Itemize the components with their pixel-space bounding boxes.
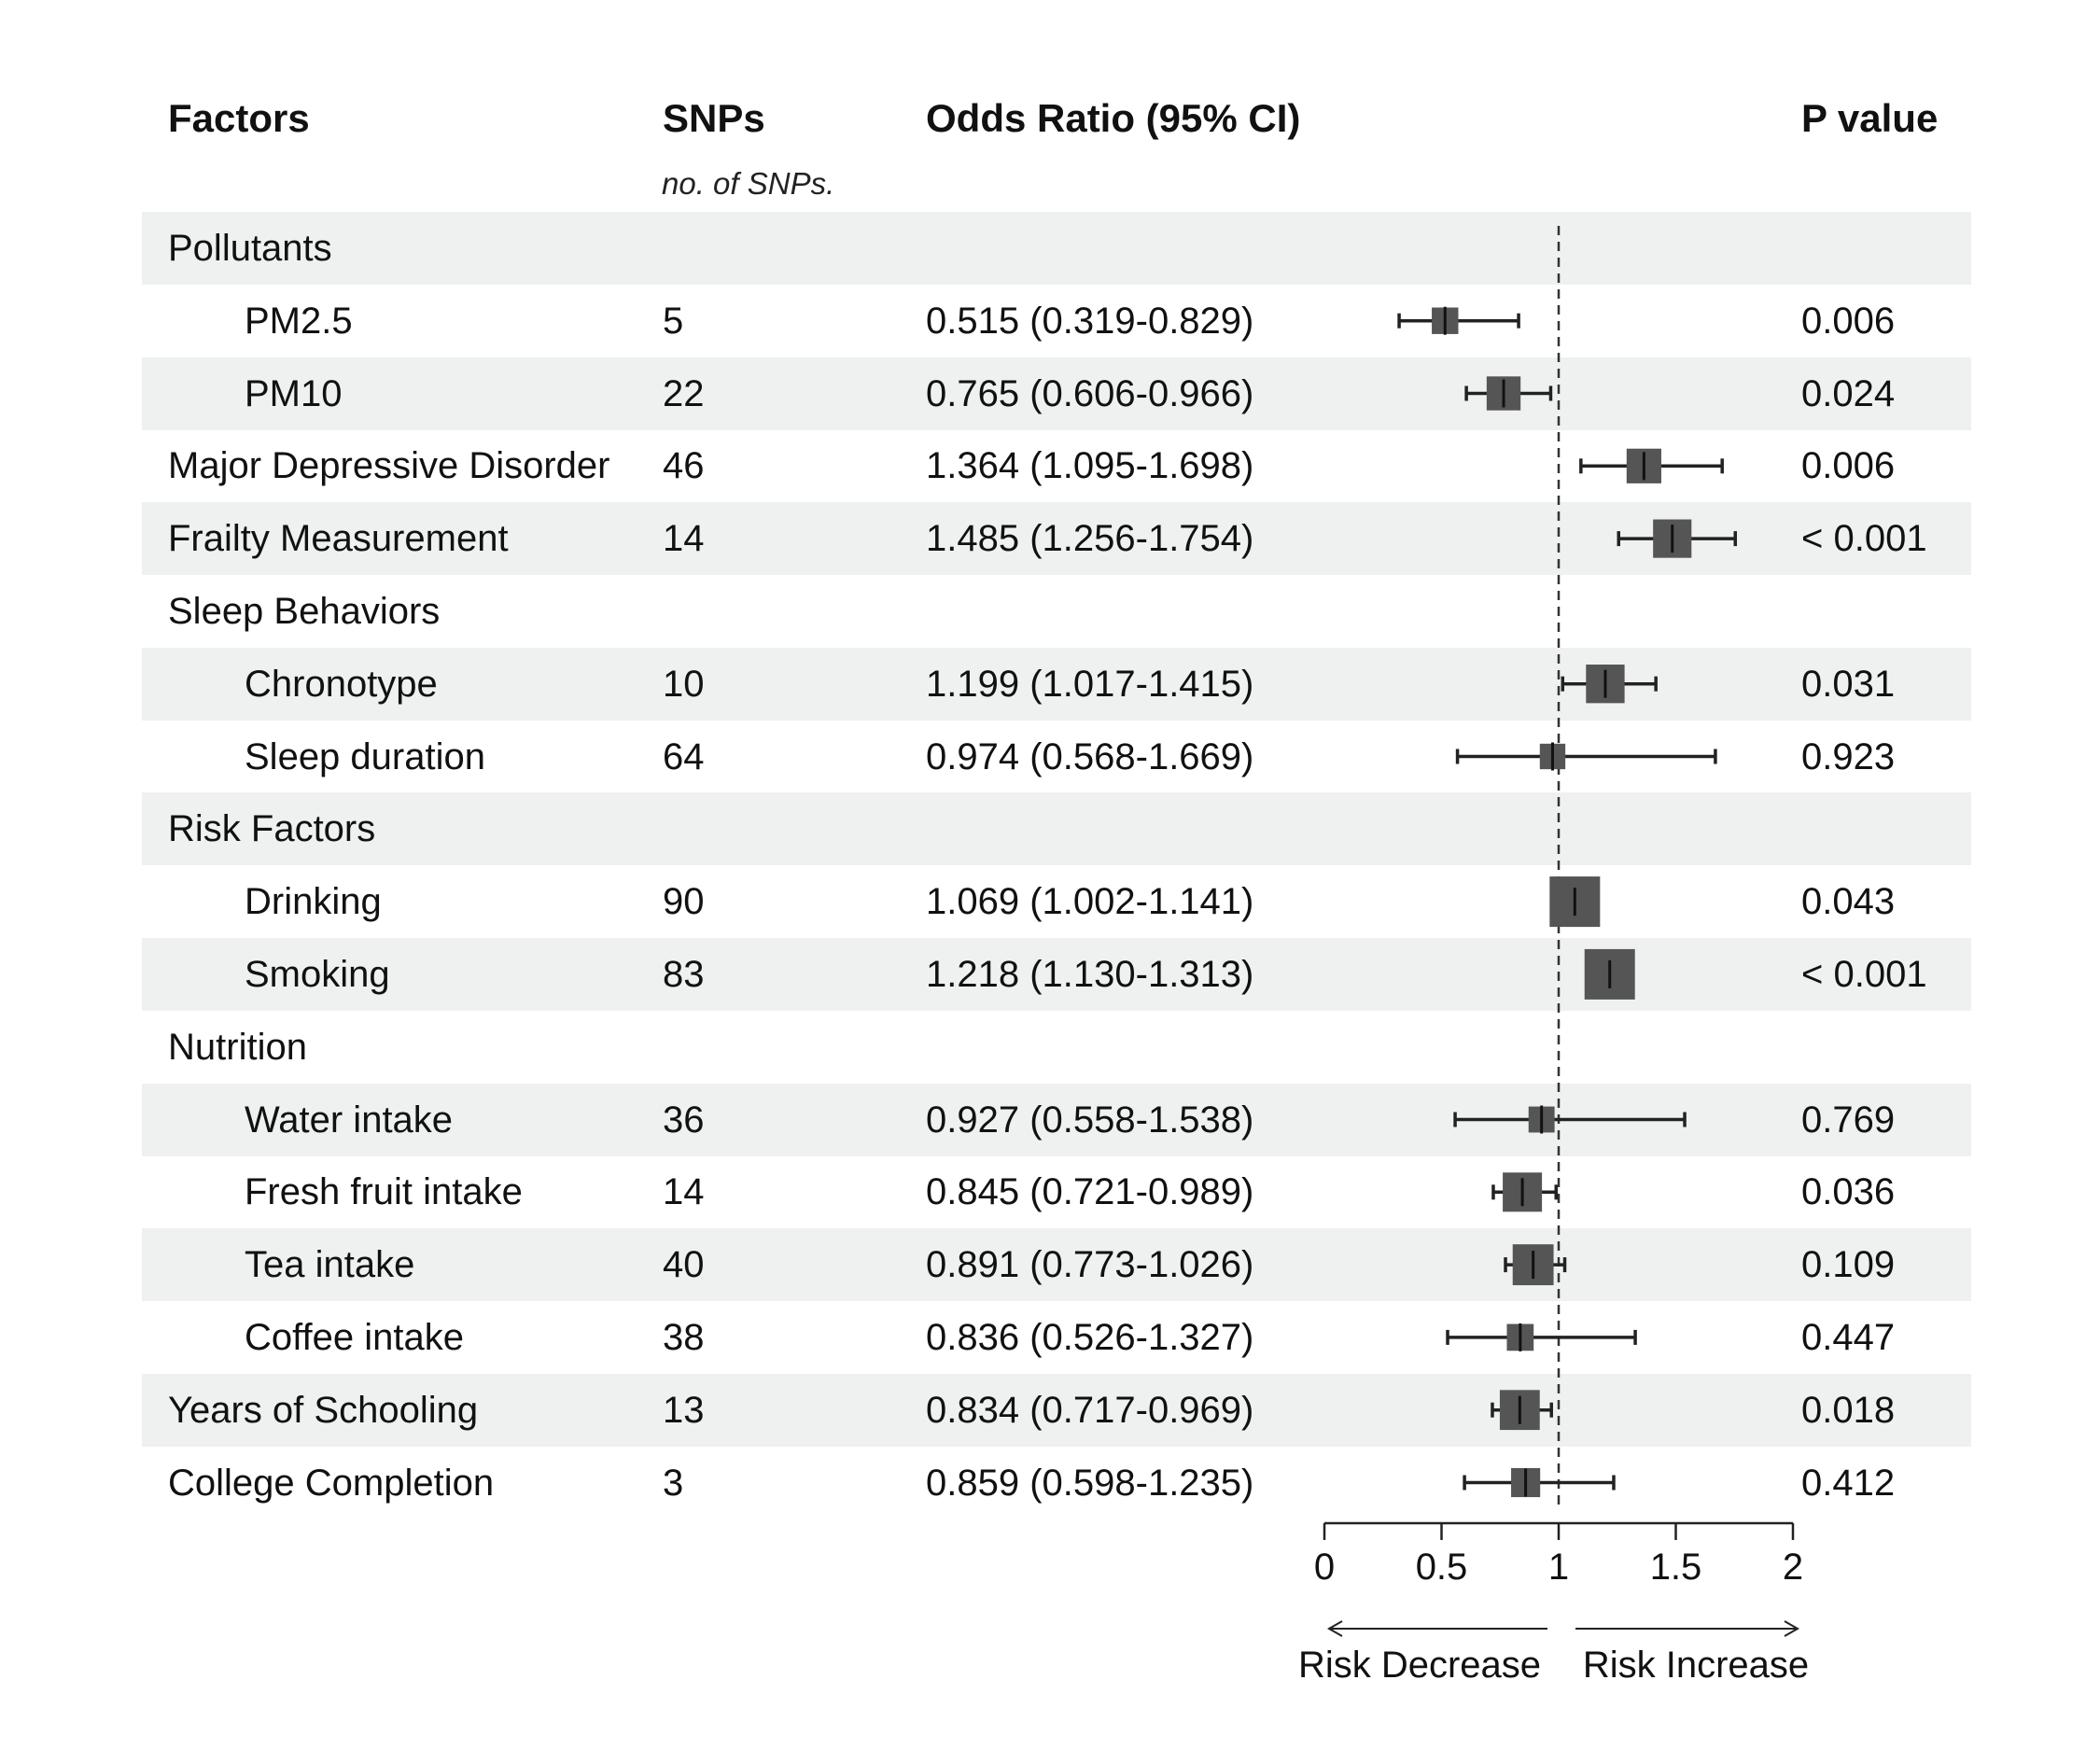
snps-cell: 14	[663, 518, 705, 560]
odds-ratio-cell: 0.765 (0.606-0.966)	[926, 372, 1254, 414]
factor-cell: Coffee intake	[245, 1317, 464, 1358]
snps-cell: 3	[663, 1462, 684, 1504]
x-tick-label: 0	[1314, 1547, 1335, 1588]
group-row: Nutrition	[142, 1011, 1971, 1084]
p-value-cell: 0.018	[1801, 1389, 1896, 1431]
snps-cell: 22	[663, 372, 705, 414]
odds-ratio-cell: 0.859 (0.598-1.235)	[926, 1462, 1254, 1504]
risk-decrease-label: Risk Decrease	[1298, 1645, 1541, 1686]
snps-cell: 13	[663, 1389, 705, 1431]
factor-cell: Smoking	[245, 954, 390, 995]
p-value-cell: 0.769	[1801, 1099, 1896, 1141]
p-value-cell: 0.036	[1801, 1171, 1896, 1213]
group-row: Risk Factors	[142, 792, 1971, 866]
factor-cell: Tea intake	[245, 1244, 415, 1286]
x-tick-label: 1.5	[1650, 1547, 1702, 1588]
risk-increase-label: Risk Increase	[1583, 1645, 1809, 1686]
table-row: Coffee intake 38 0.836 (0.526-1.327) 0.447	[142, 1301, 1971, 1374]
table-row: Chronotype 10 1.199 (1.017-1.415) 0.031	[142, 647, 1971, 721]
factor-cell: Major Depressive Disorder	[168, 445, 610, 487]
p-value-cell: < 0.001	[1801, 518, 1927, 560]
p-value-cell: 0.043	[1801, 881, 1896, 923]
table-row: Smoking 83 1.218 (1.130-1.313) < 0.001	[142, 938, 1971, 1011]
p-value-cell: 0.447	[1801, 1317, 1896, 1358]
factor-cell: Sleep Behaviors	[168, 591, 441, 632]
factor-cell: Years of Schooling	[168, 1389, 479, 1431]
factor-cell: Nutrition	[168, 1026, 307, 1068]
factor-cell: Sleep duration	[245, 735, 485, 777]
snps-cell: 5	[663, 300, 684, 342]
snps-cell: 14	[663, 1171, 705, 1213]
factor-cell: Risk Factors	[168, 808, 376, 850]
factor-cell: Drinking	[245, 881, 382, 923]
header-p-value: P value	[1801, 96, 1939, 140]
snps-cell: 83	[663, 954, 705, 995]
odds-ratio-cell: 1.485 (1.256-1.754)	[926, 518, 1254, 560]
table-row: Sleep duration 64 0.974 (0.568-1.669) 0.923	[142, 721, 1971, 793]
table-row: PM2.5 5 0.515 (0.319-0.829) 0.006	[142, 285, 1971, 357]
table-row: PM10 22 0.765 (0.606-0.966) 0.024	[142, 357, 1971, 430]
table-row: College Completion 3 0.859 (0.598-1.235) 0.…	[142, 1447, 1971, 1519]
p-value-cell: 0.024	[1801, 372, 1896, 414]
odds-ratio-cell: 0.515 (0.319-0.829)	[926, 300, 1254, 342]
table-row: Drinking 90 1.069 (1.002-1.141) 0.043	[142, 865, 1971, 938]
snps-cell: 10	[663, 663, 705, 705]
odds-ratio-cell: 1.069 (1.002-1.141)	[926, 881, 1254, 923]
odds-ratio-cell: 1.364 (1.095-1.698)	[926, 445, 1254, 487]
p-value-cell: 0.412	[1801, 1462, 1896, 1504]
table-row: Tea intake 40 0.891 (0.773-1.026) 0.109	[142, 1228, 1971, 1302]
factor-cell: Water intake	[245, 1099, 454, 1141]
snps-cell: 40	[663, 1244, 705, 1286]
group-row: Pollutants	[142, 212, 1971, 285]
risk-increase-arrowhead	[1784, 1620, 1800, 1637]
factor-cell: Frailty Measurement	[168, 518, 509, 560]
table-row: Years of Schooling 13 0.834 (0.717-0.969) 0…	[142, 1373, 1971, 1447]
group-row: Sleep Behaviors	[142, 575, 1971, 648]
header-snps: SNPs	[663, 96, 765, 140]
odds-ratio-cell: 0.891 (0.773-1.026)	[926, 1244, 1254, 1286]
odds-ratio-cell: 0.974 (0.568-1.669)	[926, 735, 1254, 777]
p-value-cell: 0.006	[1801, 445, 1896, 487]
p-value-cell: 0.109	[1801, 1244, 1896, 1286]
snps-cell: 46	[663, 445, 705, 487]
header-odds-ratio: Odds Ratio (95% CI)	[926, 96, 1301, 140]
header-factors: Factors	[168, 96, 310, 140]
factor-cell: Fresh fruit intake	[245, 1171, 523, 1213]
x-tick-label: 2	[1783, 1547, 1803, 1588]
snps-cell: 38	[663, 1317, 705, 1358]
factor-cell: PM2.5	[245, 300, 353, 342]
snps-cell: 90	[663, 881, 705, 923]
snps-cell: 36	[663, 1099, 705, 1141]
factor-cell: PM10	[245, 372, 343, 414]
odds-ratio-cell: 0.834 (0.717-0.969)	[926, 1389, 1254, 1431]
odds-ratio-cell: 0.836 (0.526-1.327)	[926, 1317, 1254, 1358]
factor-cell: Pollutants	[168, 228, 332, 269]
p-value-cell: 0.923	[1801, 735, 1896, 777]
factor-cell: Chronotype	[245, 663, 438, 705]
risk-decrease-arrowhead	[1326, 1620, 1343, 1637]
p-value-cell: < 0.001	[1801, 954, 1927, 995]
odds-ratio-cell: 1.199 (1.017-1.415)	[926, 663, 1254, 705]
x-tick-label: 0.5	[1416, 1547, 1468, 1588]
odds-ratio-cell: 0.845 (0.721-0.989)	[926, 1171, 1254, 1213]
x-tick-label: 1	[1548, 1547, 1569, 1588]
header-snps-subtitle: no. of SNPs.	[662, 166, 835, 201]
snps-cell: 64	[663, 735, 705, 777]
odds-ratio-cell: 0.927 (0.558-1.538)	[926, 1099, 1254, 1141]
table-row: Fresh fruit intake 14 0.845 (0.721-0.989) 0…	[142, 1155, 1971, 1228]
table-row: Major Depressive Disorder 46 1.364 (1.095-…	[142, 429, 1971, 502]
factor-cell: College Completion	[168, 1462, 495, 1504]
odds-ratio-cell: 1.218 (1.130-1.313)	[926, 954, 1254, 995]
p-value-cell: 0.006	[1801, 300, 1896, 342]
p-value-cell: 0.031	[1801, 663, 1896, 705]
